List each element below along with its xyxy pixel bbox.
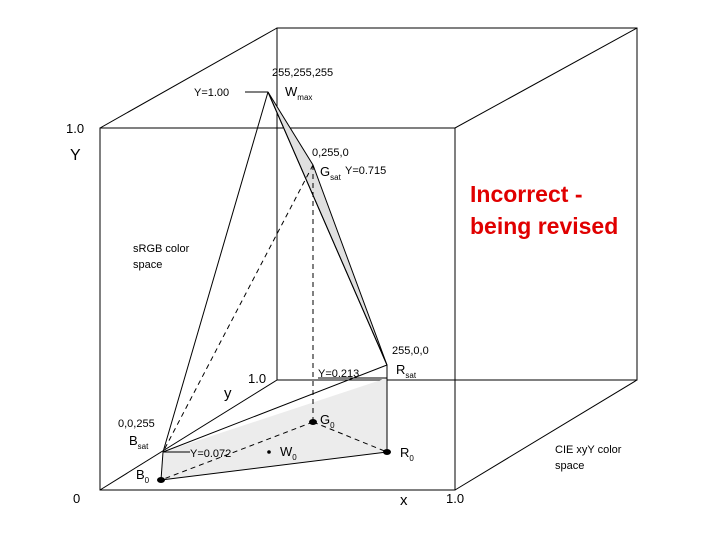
point-r0 — [383, 449, 391, 455]
axis-label: 1.0 — [248, 371, 266, 386]
point-name: B — [129, 433, 138, 448]
axis-label: y — [224, 385, 232, 402]
point-sub: sat — [330, 173, 341, 182]
point-name: R — [400, 445, 409, 460]
luminance-label: Y=0.213 — [318, 368, 359, 380]
axis-label: 1.0 — [446, 491, 464, 506]
axis-label: 1.0 — [66, 121, 84, 136]
cube — [99, 27, 638, 491]
title: Incorrect - — [470, 181, 582, 207]
floor-face — [161, 378, 387, 480]
dashed-edge — [312, 421, 388, 453]
point-label: W0 — [280, 444, 297, 462]
point-label: Rsat — [396, 362, 417, 380]
point-sub: sat — [405, 371, 416, 380]
rgb-label: 255,0,0 — [392, 345, 429, 357]
point-label: Wmax — [285, 84, 312, 102]
edge — [267, 91, 388, 366]
point-w0 — [267, 450, 271, 454]
axis-label: 0 — [73, 491, 80, 506]
point-name: G — [320, 412, 330, 427]
luminance-label: Y=0.072 — [190, 448, 231, 460]
cube-edge — [99, 27, 278, 129]
point-name: G — [320, 164, 330, 179]
point-label: Bsat — [129, 433, 149, 451]
point-sub: 0 — [292, 453, 297, 462]
point-sub: max — [297, 93, 312, 102]
point-name: W — [280, 444, 293, 459]
point-label: G0 — [320, 412, 335, 430]
point-sub: 0 — [409, 454, 414, 463]
cube-edge — [99, 379, 278, 491]
edge — [162, 364, 388, 453]
region-label: space — [133, 259, 162, 271]
cube-edge — [454, 379, 638, 491]
point-sub: sat — [138, 442, 149, 451]
point-name: R — [396, 362, 405, 377]
point-label: B0 — [136, 467, 150, 485]
point-sub: 0 — [145, 476, 150, 485]
edge — [160, 451, 388, 481]
rgb-label: 255,255,255 — [272, 67, 333, 79]
edge — [162, 91, 269, 453]
cube-edge — [454, 27, 638, 129]
axis-label: Y — [70, 147, 81, 164]
point-sub: 0 — [330, 421, 335, 430]
point-name: W — [285, 84, 298, 99]
point-label: Gsat — [320, 164, 342, 182]
title: being revised — [470, 213, 618, 239]
axis-label: x — [400, 492, 408, 509]
luminance-label: Y=1.00 — [194, 87, 229, 99]
luminance-label: Y=0.715 — [345, 165, 386, 177]
cube-back — [276, 27, 638, 381]
region-label: space — [555, 460, 584, 472]
rgb-label: 0,0,255 — [118, 418, 155, 430]
point-label: R0 — [400, 445, 414, 463]
region-label: CIE xyY color — [555, 444, 622, 456]
rgb-label: 0,255,0 — [312, 147, 349, 159]
region-label: sRGB color — [133, 243, 190, 255]
point-g0 — [309, 419, 317, 425]
dashed-edge — [162, 164, 314, 453]
point-name: B — [136, 467, 145, 482]
edge — [160, 451, 164, 481]
point-b0 — [157, 477, 165, 483]
dashed-edge — [160, 421, 314, 481]
